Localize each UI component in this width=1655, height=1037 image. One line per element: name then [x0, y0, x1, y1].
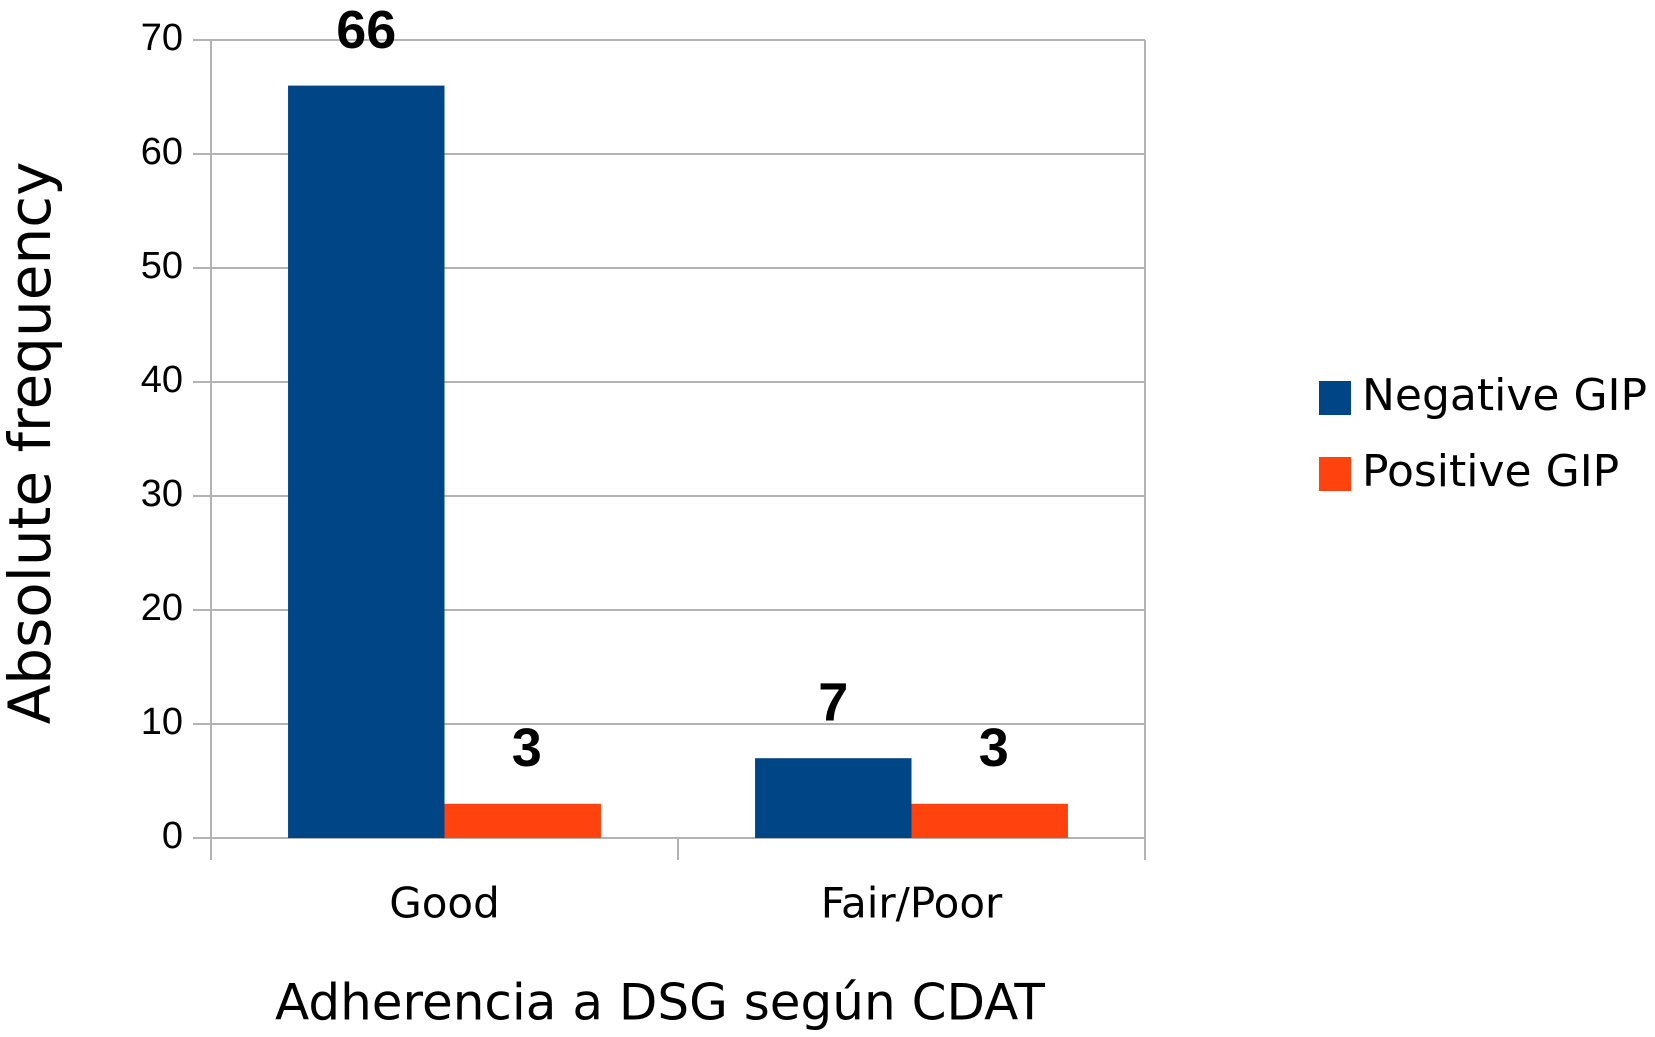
y-axis-title: Absolute frequency [0, 162, 64, 725]
y-tick-label: 0 [162, 815, 183, 857]
y-tick-label: 70 [141, 17, 183, 59]
value-label: 66 [336, 0, 396, 60]
bar [288, 85, 445, 839]
legend-swatch [1319, 381, 1351, 415]
x-tick-label: Fair/Poor [821, 879, 1003, 928]
legend-label: Negative GIP [1362, 370, 1647, 421]
x-tick-label: Good [389, 879, 500, 928]
y-tick-label: 20 [141, 587, 183, 629]
value-label: 3 [979, 718, 1009, 778]
bar [444, 803, 601, 838]
y-tick-label: 10 [141, 701, 183, 743]
x-axis-title: Adherencia a DSG según CDAT [275, 974, 1045, 1032]
bar [911, 803, 1068, 838]
legend-label: Positive GIP [1362, 446, 1619, 497]
y-tick-label: 30 [141, 473, 183, 515]
y-tick-label: 60 [141, 131, 183, 173]
value-label: 3 [512, 718, 542, 778]
y-tick-label: 50 [141, 245, 183, 287]
bar [755, 758, 912, 838]
value-label: 7 [818, 672, 848, 732]
y-tick-label: 40 [141, 359, 183, 401]
legend-swatch [1319, 457, 1351, 491]
